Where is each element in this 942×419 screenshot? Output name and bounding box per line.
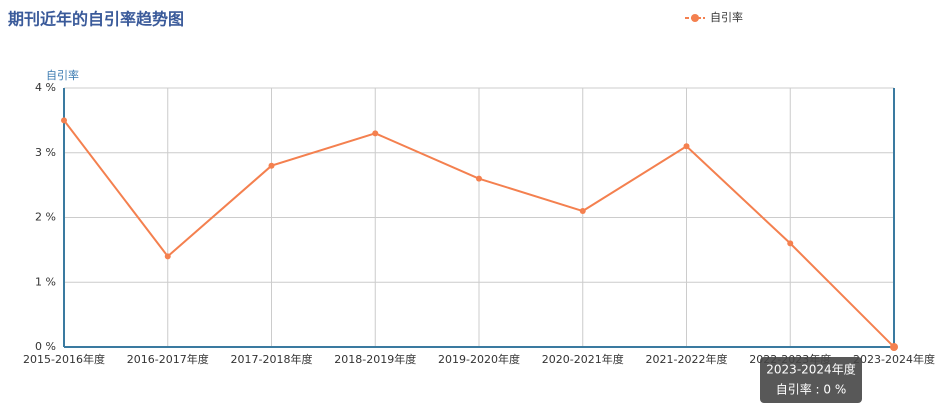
data-point — [372, 130, 379, 137]
x-tick-label: 2017-2018年度 — [231, 352, 313, 366]
legend-marker — [691, 14, 699, 22]
y-tick-label: 1 % — [35, 275, 56, 288]
x-tick-label: 2016-2017年度 — [127, 352, 209, 366]
x-tick-label: 2015-2016年度 — [23, 352, 105, 366]
y-tick-label: 2 % — [35, 211, 56, 224]
x-tick-label: 2023-2024年度 — [853, 352, 935, 366]
x-tick-label: 2018-2019年度 — [334, 352, 416, 366]
data-point — [787, 240, 794, 247]
data-point — [890, 343, 898, 351]
y-axis-label: 自引率 — [46, 68, 79, 82]
x-tick-label: 2020-2021年度 — [542, 352, 624, 366]
tooltip-title: 2023-2024年度 — [766, 362, 855, 377]
data-point — [164, 253, 171, 260]
data-point — [268, 162, 275, 169]
data-point — [579, 208, 586, 215]
x-tick-label: 2021-2022年度 — [646, 352, 728, 366]
tooltip-text: 自引率 : 0 % — [776, 382, 847, 397]
data-point — [61, 117, 67, 124]
data-point — [683, 143, 690, 150]
chart-title: 期刊近年的自引率趋势图 — [8, 10, 184, 29]
legend-label: 自引率 — [710, 10, 743, 24]
tooltip-box — [760, 357, 862, 403]
y-tick-label: 3 % — [35, 146, 56, 159]
data-point — [476, 175, 482, 182]
y-tick-label: 4 % — [35, 81, 56, 94]
y-tick-label: 0 % — [35, 340, 56, 353]
x-tick-label: 2019-2020年度 — [438, 352, 520, 366]
